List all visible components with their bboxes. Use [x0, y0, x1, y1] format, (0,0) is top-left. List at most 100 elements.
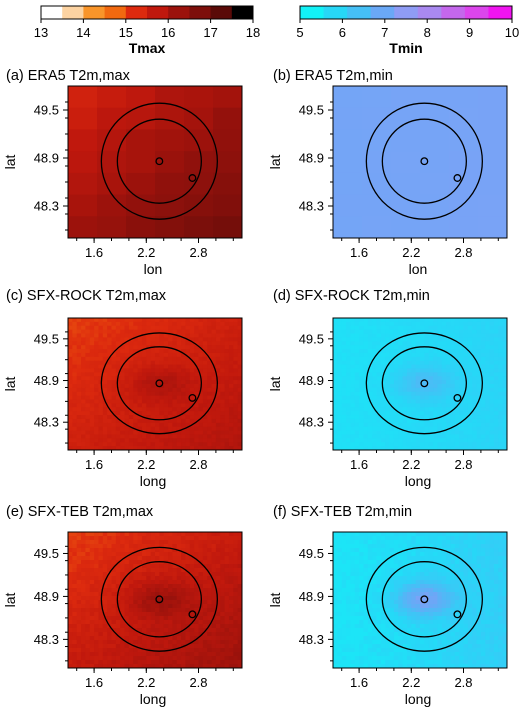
heatmap-cell	[480, 391, 486, 397]
heatmap-cell	[337, 360, 343, 366]
heatmap-cell	[441, 556, 447, 561]
heatmap-cell	[176, 628, 182, 633]
heatmap-cell	[476, 352, 482, 358]
heatmap-cell	[415, 422, 421, 428]
heatmap-cell	[172, 384, 178, 389]
heatmap-cell	[168, 415, 173, 420]
heatmap-cell	[141, 532, 147, 537]
heatmap-cell	[367, 372, 373, 377]
heatmap-cell	[446, 552, 451, 557]
heatmap-cell	[489, 384, 495, 389]
heatmap-cell	[159, 387, 165, 393]
heatmap-cell	[168, 584, 173, 589]
heatmap-cell	[393, 329, 399, 335]
heatmap-cell	[163, 349, 169, 354]
heatmap-cell	[485, 411, 491, 416]
heatmap-cell	[202, 664, 208, 668]
heatmap-cell	[141, 564, 147, 569]
heatmap-cell	[437, 395, 443, 401]
heatmap-cell	[237, 407, 242, 412]
heatmap-cell	[406, 556, 412, 561]
heatmap-cell	[333, 438, 338, 443]
heatmap-cell	[354, 422, 360, 428]
heatmap-cell	[85, 552, 91, 557]
heatmap-cell	[202, 380, 208, 385]
heatmap-cell	[237, 580, 242, 585]
heatmap-cell	[459, 368, 464, 373]
heatmap-cell	[124, 588, 130, 593]
heatmap-cell	[124, 568, 130, 573]
heatmap-cell	[446, 596, 451, 601]
heatmap-cell	[189, 660, 195, 665]
heatmap-cell	[463, 552, 469, 557]
heatmap-cell	[215, 395, 221, 401]
heatmap-cell	[363, 580, 369, 585]
heatmap-cell	[163, 620, 169, 625]
heatmap-cell	[233, 384, 239, 389]
heatmap-cell	[493, 407, 499, 412]
heatmap-cell	[424, 325, 430, 331]
heatmap-cell	[346, 399, 351, 404]
heatmap-cell	[354, 376, 360, 381]
heatmap-cell	[220, 364, 226, 369]
heatmap-cell	[463, 341, 469, 346]
heatmap-cell	[146, 380, 152, 385]
heatmap-cell	[467, 426, 473, 432]
heatmap-cell	[150, 372, 156, 377]
heatmap-cell	[463, 548, 469, 553]
heatmap-cell	[480, 341, 486, 346]
heatmap-cell	[359, 556, 364, 561]
heatmap-cell	[141, 411, 147, 416]
heatmap-cell	[172, 652, 178, 657]
colorbar-swatch	[41, 6, 63, 19]
heatmap-cell	[433, 592, 438, 597]
heatmap-cell	[476, 384, 482, 389]
heatmap-cell	[115, 620, 121, 625]
heatmap-cell	[76, 422, 82, 428]
heatmap-cell	[502, 434, 507, 439]
colorbar-swatch	[231, 6, 254, 19]
heatmap-cell	[363, 572, 369, 577]
heatmap-cell	[406, 337, 412, 342]
heatmap-cell	[467, 325, 473, 331]
heatmap-cell	[220, 391, 226, 397]
heatmap-cell	[220, 572, 226, 577]
heatmap-cell	[237, 368, 242, 373]
heatmap-cell	[176, 422, 182, 428]
heatmap-cell	[102, 384, 108, 389]
heatmap-cell	[181, 399, 186, 404]
heatmap-cell	[115, 321, 121, 327]
heatmap-cell	[333, 536, 338, 541]
heatmap-cell	[380, 349, 386, 354]
heatmap-cell	[137, 391, 143, 397]
heatmap-cell	[467, 446, 473, 450]
heatmap-cell	[367, 356, 373, 362]
heatmap-cell	[124, 360, 130, 366]
heatmap-cell	[385, 532, 391, 537]
heatmap-cell	[159, 372, 165, 377]
heatmap-cell	[237, 664, 242, 668]
heatmap-cell	[437, 325, 443, 331]
heatmap-cell	[128, 403, 134, 408]
heatmap-cell	[502, 592, 507, 597]
heatmap-cell	[472, 411, 478, 416]
heatmap-cell	[415, 552, 421, 557]
heatmap-cell	[333, 395, 338, 401]
heatmap-cell	[402, 341, 408, 346]
heatmap-cell	[146, 592, 152, 597]
heatmap-cell	[480, 438, 486, 443]
heatmap-cell	[398, 345, 404, 350]
heatmap-cell	[141, 636, 147, 641]
heatmap-cell	[480, 345, 486, 350]
heatmap-cell	[98, 632, 104, 637]
heatmap-cell	[198, 391, 204, 397]
heatmap-cell	[168, 556, 173, 561]
heatmap-cell	[111, 356, 117, 362]
heatmap-cell	[437, 446, 443, 450]
heatmap-cell	[463, 407, 469, 412]
heatmap-cell	[441, 422, 447, 428]
heatmap-cell	[341, 548, 347, 553]
heatmap-cell	[237, 422, 242, 428]
heatmap-cell	[168, 548, 173, 553]
heatmap-cell	[467, 442, 473, 447]
